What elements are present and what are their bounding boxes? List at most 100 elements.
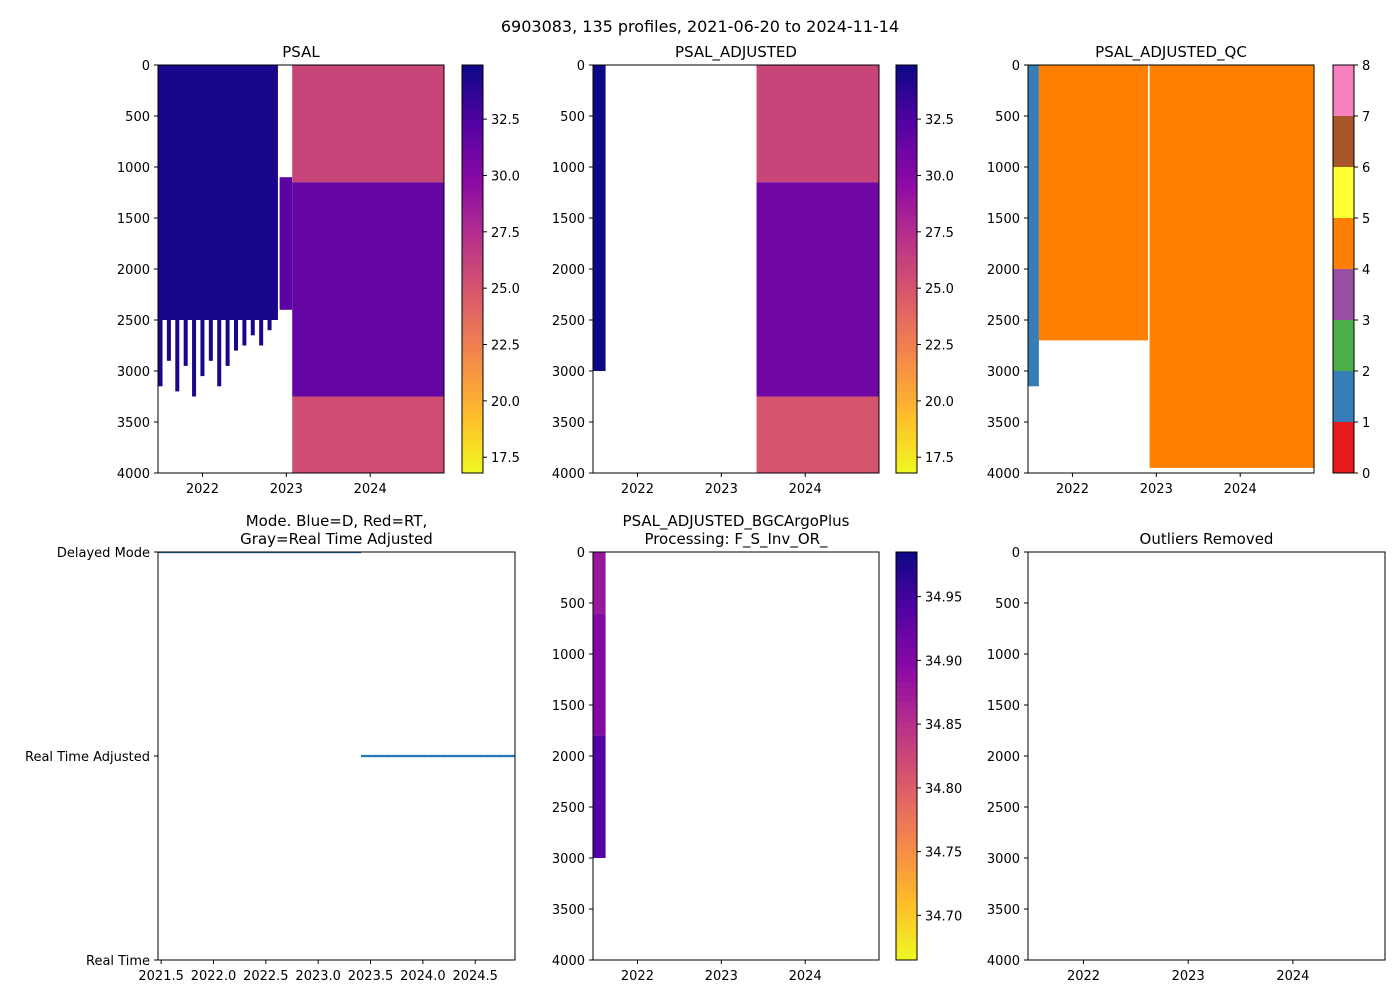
profile-bar — [192, 320, 197, 397]
y-tick-label: 1000 — [552, 161, 585, 176]
colorbar-band — [462, 173, 483, 182]
colorbar: 34.70 34.75 34.80 34.85 34.90 34.95 — [895, 551, 962, 961]
figure-title: 6903083, 135 profiles, 2021-06-20 to 202… — [501, 17, 899, 36]
heatmap-segment — [756, 396, 879, 473]
heatmap-segment — [593, 552, 606, 614]
colorbar-tick-label: 7 — [1362, 110, 1370, 125]
mode-point — [393, 754, 396, 758]
mode-point — [446, 754, 450, 758]
colorbar-band — [896, 926, 917, 934]
colorbar-band — [896, 810, 917, 818]
colorbar-tick-label: 20.0 — [925, 395, 954, 410]
colorbar-band — [896, 303, 917, 311]
plot-area — [593, 552, 606, 858]
colorbar-band — [896, 898, 917, 907]
colorbar-tick-label: 34.80 — [925, 782, 962, 797]
colorbar-band — [462, 296, 483, 304]
colorbar-band — [896, 466, 917, 474]
y-tick-label: 2500 — [987, 314, 1020, 329]
y-tick-label: 500 — [995, 110, 1020, 125]
y-tick-label: 1000 — [987, 648, 1020, 663]
colorbar-frame — [895, 64, 918, 474]
chart-title: PSAL_ADJUSTED_BGCArgoPlus — [623, 512, 850, 531]
colorbar-band — [462, 269, 483, 277]
colorbar-band — [896, 953, 917, 961]
colorbar-tick-label: 22.5 — [491, 339, 520, 354]
mode-point — [481, 754, 485, 758]
y-tick-label: 3000 — [552, 852, 585, 867]
mode-point — [507, 754, 510, 758]
x-tick-label: 2023 — [705, 482, 738, 497]
colorbar-tick-label: 22.5 — [925, 339, 954, 354]
colorbar-band — [896, 364, 917, 372]
mode-point — [511, 754, 515, 758]
colorbar-band — [462, 160, 483, 168]
colorbar-band — [896, 803, 917, 811]
profile-bar — [166, 320, 171, 361]
colorbar-band — [896, 173, 917, 182]
y-tick-label: 2000 — [552, 750, 585, 765]
plot-area — [1028, 65, 1314, 468]
x-tick-label: 2022 — [1067, 969, 1100, 984]
colorbar-band — [896, 153, 917, 161]
colorbar-class — [1333, 218, 1354, 269]
colorbar-band — [896, 871, 917, 879]
colorbar-band — [896, 418, 917, 426]
y-tick-label: 500 — [125, 110, 150, 125]
y-tick-label: 0 — [577, 59, 585, 74]
y-tick-label: 3000 — [552, 365, 585, 380]
colorbar-band — [896, 892, 917, 900]
mode-point — [429, 754, 433, 758]
colorbar-band — [896, 167, 917, 175]
colorbar-band — [896, 126, 917, 134]
colorbar-class — [1333, 167, 1354, 218]
plot-area — [158, 552, 515, 758]
mode-point — [492, 754, 495, 758]
mode-point — [403, 754, 407, 758]
chart-psal: 2022 2023 2024 0 500 1000 1500 2000 2500 3000 3500… — [117, 43, 520, 497]
colorbar-band — [896, 586, 917, 594]
chart-psal-adjusted: 2022 2023 2024 0 500 1000 1500 2000 2500 3000 3500… — [552, 43, 954, 497]
colorbar-tick-label: 1 — [1362, 416, 1370, 431]
x-tick-label: 2024.5 — [452, 969, 498, 984]
y-tick-label: 1000 — [117, 161, 150, 176]
y-tick-label: 4000 — [987, 467, 1020, 482]
chart-psal-adjusted-qc: 2022 2023 20240500100015002000250030003500… — [987, 43, 1370, 497]
colorbar-frame — [461, 64, 484, 474]
colorbar-band — [896, 674, 917, 682]
colorbar-tick-label: 32.5 — [491, 113, 520, 128]
colorbar-band — [462, 323, 483, 331]
colorbar-band — [462, 153, 483, 161]
y-tick-label: Real Time Adjusted — [25, 750, 150, 765]
colorbar-band — [896, 85, 917, 93]
colorbar-band — [896, 776, 917, 784]
y-tick-label: 1500 — [987, 699, 1020, 714]
mode-point — [505, 754, 508, 758]
colorbar-band — [896, 701, 917, 709]
colorbar-band — [896, 439, 917, 447]
colorbar-band — [462, 65, 483, 73]
y-tick-label: 3500 — [987, 416, 1020, 431]
colorbar-tick-label: 27.5 — [491, 226, 520, 241]
colorbar-band — [896, 255, 917, 263]
colorbar-band — [896, 139, 917, 148]
mode-point — [457, 754, 461, 758]
y-tick-label: Real Time — [86, 954, 150, 969]
colorbar-tick-label: 25.0 — [925, 282, 954, 297]
colorbar-band — [462, 126, 483, 134]
colorbar-tick-label: 2 — [1362, 365, 1370, 380]
colorbar-band — [896, 337, 917, 345]
y-tick-label: 2500 — [117, 314, 150, 329]
mode-point — [406, 754, 409, 758]
profile-bar — [267, 320, 272, 331]
colorbar-tick-label: 34.75 — [925, 846, 962, 861]
profile-bar — [208, 320, 213, 361]
colorbar-band — [462, 309, 483, 318]
y-tick-label: 0 — [577, 546, 585, 561]
colorbar-band — [462, 167, 483, 175]
colorbar-band — [896, 885, 917, 893]
colorbar-band — [896, 146, 917, 154]
colorbar-band — [462, 262, 483, 270]
colorbar-band — [896, 919, 917, 927]
